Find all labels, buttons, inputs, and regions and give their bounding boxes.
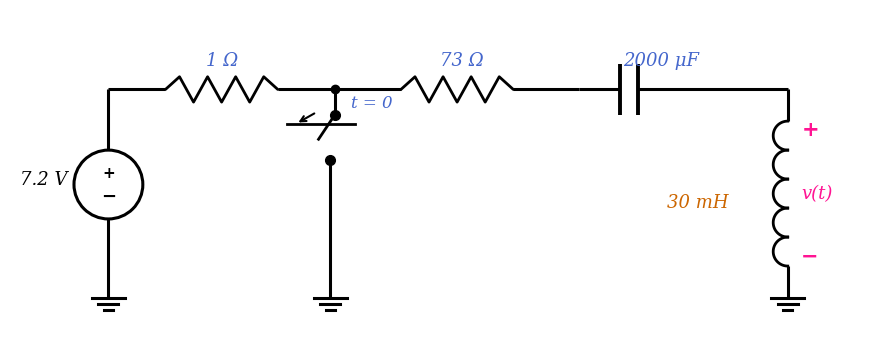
Text: 1 Ω: 1 Ω [205, 51, 238, 69]
Text: v(t): v(t) [801, 185, 831, 203]
Text: 2000 μF: 2000 μF [622, 51, 698, 69]
Text: +: + [102, 166, 115, 181]
Text: 30 mH: 30 mH [667, 194, 728, 212]
Text: 73 Ω: 73 Ω [439, 51, 483, 69]
Text: t = 0: t = 0 [351, 95, 392, 112]
Text: 7.2 V: 7.2 V [20, 171, 68, 189]
Text: +: + [801, 120, 818, 140]
Text: −: − [801, 247, 818, 267]
Text: −: − [101, 188, 116, 206]
